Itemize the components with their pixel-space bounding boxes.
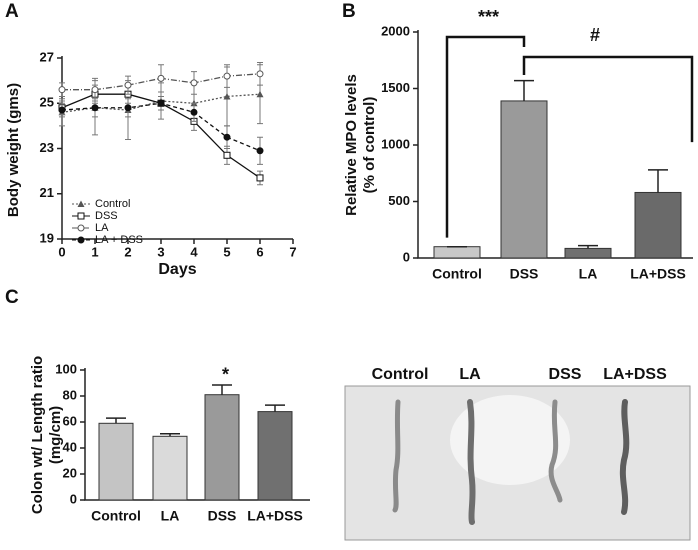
point	[256, 70, 264, 78]
bar	[152, 435, 188, 501]
x-tick-label: 0	[58, 244, 65, 259]
point	[77, 236, 85, 244]
y-tick-label: 0	[70, 491, 77, 506]
y-tick-label: 60	[63, 413, 77, 428]
x-tick-label: LA	[161, 508, 180, 524]
error-bar	[106, 417, 126, 424]
x-axis-label: Days	[158, 261, 196, 278]
y-tick-label: 500	[388, 193, 410, 208]
x-tick-label: DSS	[510, 266, 539, 282]
point	[256, 147, 264, 155]
y-axis-label: Colon wt/ Length ratio	[29, 356, 46, 514]
point	[223, 151, 231, 159]
error-bar	[514, 79, 534, 101]
point	[124, 104, 132, 112]
point	[223, 133, 231, 141]
y-tick-label: 40	[63, 439, 77, 454]
x-tick-label: LA	[579, 266, 598, 282]
bar	[500, 100, 548, 259]
bar	[433, 246, 481, 259]
y-tick-label: 100	[55, 361, 77, 376]
error-bar	[212, 384, 232, 395]
panel-letter: A	[5, 1, 19, 22]
significance-bracket	[522, 55, 694, 143]
point	[256, 90, 264, 98]
x-tick-label: LA+DSS	[630, 266, 686, 282]
photo-label: DSS	[549, 366, 582, 383]
bar	[634, 191, 682, 259]
photo-label: LA+DSS	[603, 366, 667, 383]
x-tick-label: 7	[289, 244, 296, 259]
point	[58, 86, 66, 94]
point	[256, 174, 264, 182]
y-tick-label: 23	[40, 140, 54, 155]
point	[157, 99, 165, 107]
point	[157, 74, 165, 82]
x-tick-label: 4	[190, 244, 198, 259]
x-tick-label: DSS	[208, 508, 237, 524]
point	[223, 72, 231, 80]
legend-label: Control	[95, 198, 130, 210]
y-tick-label: 20	[63, 465, 77, 480]
legend-label: DSS	[95, 210, 118, 222]
x-tick-label: 2	[124, 244, 131, 259]
point	[77, 224, 85, 232]
point	[91, 86, 99, 94]
x-tick-label: Control	[91, 508, 141, 524]
y-axis-label: Body weight (gms)	[5, 83, 22, 217]
x-tick-label: LA+DSS	[247, 508, 303, 524]
y-tick-label: 21	[40, 185, 54, 200]
error-bar	[265, 404, 285, 412]
point	[58, 106, 66, 114]
point	[190, 79, 198, 87]
y-tick-label: 25	[40, 95, 54, 110]
x-tick-label: 3	[157, 244, 164, 259]
colon-specimens	[392, 399, 630, 525]
y-axis-label: (% of control)	[361, 97, 378, 194]
point	[223, 92, 231, 100]
y-tick-label: 19	[40, 230, 54, 245]
error-bar	[160, 432, 180, 437]
annotation: *	[222, 365, 229, 385]
bar	[204, 394, 240, 501]
significance-bracket	[445, 35, 526, 238]
point	[124, 81, 132, 89]
x-tick-label: 6	[256, 244, 263, 259]
bar	[564, 247, 612, 259]
bar	[98, 422, 134, 501]
y-axis-label: Relative MPO levels	[343, 74, 360, 216]
x-tick-label: 5	[223, 244, 230, 259]
panel-letter: C	[5, 287, 19, 308]
point	[77, 212, 85, 220]
error-bar	[578, 244, 598, 249]
point	[91, 104, 99, 112]
y-tick-label: 27	[40, 49, 54, 64]
annotation: #	[590, 25, 600, 45]
x-tick-label: 1	[91, 244, 98, 259]
legend-label: LA	[95, 222, 109, 234]
x-tick-label: Control	[432, 266, 482, 282]
bar	[257, 411, 293, 501]
point	[77, 200, 85, 207]
annotation: ***	[478, 7, 499, 27]
error-bar	[648, 169, 668, 193]
photo-label: Control	[372, 366, 429, 383]
y-tick-label: 2000	[381, 23, 410, 38]
photo-label: LA	[459, 366, 481, 383]
photo-glare	[450, 395, 570, 485]
panel-letter: B	[342, 1, 356, 22]
point	[190, 108, 198, 116]
y-axis-label: (mg/cm)	[47, 406, 64, 464]
legend-label: LA + DSS	[95, 234, 143, 246]
y-tick-label: 1000	[381, 136, 410, 151]
y-tick-label: 1500	[381, 80, 410, 95]
y-tick-label: 0	[403, 249, 410, 264]
y-tick-label: 80	[63, 387, 77, 402]
